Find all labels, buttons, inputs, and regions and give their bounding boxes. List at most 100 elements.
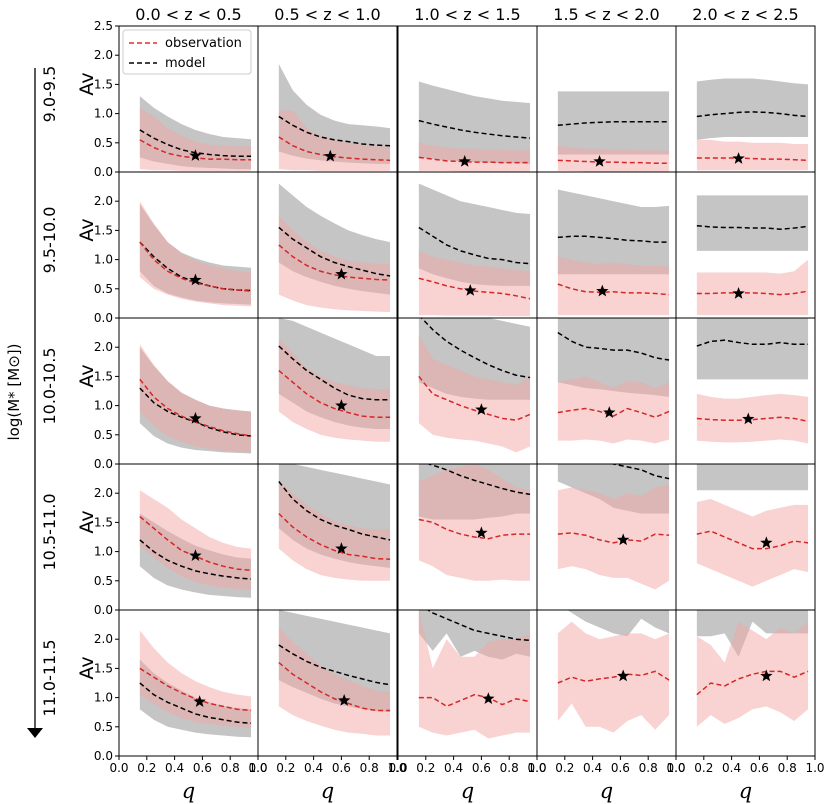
panel-r3-c2 — [397, 463, 538, 611]
median-star-icon — [189, 411, 202, 424]
panel-r4-c1: 0.0 0.2 0.4 0.6 0.8 1.0 q — [248, 609, 407, 803]
x-tick-label: 0.8 — [500, 761, 519, 775]
y-tick-label: 0.5 — [94, 428, 113, 442]
column-title-1: 0.5 < z < 1.0 — [274, 5, 380, 24]
observation-median-line — [278, 369, 391, 419]
observation-band — [139, 630, 252, 728]
model-median-line — [696, 224, 809, 230]
y-tick-label: 1.0 — [94, 253, 113, 267]
model-median-line — [278, 644, 391, 686]
x-tick-label: 0.6 — [193, 761, 212, 775]
mass-axis-label-text: log(M* [M⊙]) — [5, 344, 23, 441]
panel-r4-c0: 0.0 0.5 1.0 1.5 2.0 Av 11.0-11.5 0.0 0.2 0.4 0.6 0.… — [40, 609, 268, 803]
model-median-line — [418, 119, 531, 139]
x-tick-label: 0.4 — [165, 761, 184, 775]
observation-band — [139, 344, 252, 453]
y-tick-label: 1.0 — [94, 691, 113, 705]
observation-median-line — [278, 136, 391, 162]
x-tick-label: 0.0 — [109, 761, 128, 775]
observation-band — [696, 139, 809, 171]
panel-r0-c1 — [257, 25, 398, 173]
observation-band — [278, 627, 391, 736]
panel-r4-c2: 0.0 0.2 0.4 0.6 0.8 1.0 q — [388, 609, 547, 803]
median-star-icon — [475, 526, 488, 539]
median-star-icon — [189, 549, 202, 561]
y-tick-label: 2.0 — [94, 486, 113, 500]
median-star-icon — [335, 542, 348, 554]
panel-r1-c0: 0.0 0.5 1.0 1.5 2.0 Av 9.5-10.0 — [40, 171, 259, 325]
model-band — [557, 91, 670, 155]
observation-median-line — [557, 159, 670, 164]
y-tick-label: 2.0 — [94, 632, 113, 646]
observation-median-line — [418, 693, 531, 708]
y-tick-label: 0.0 — [94, 457, 113, 471]
x-tick-label: 0.2 — [555, 761, 574, 775]
y-axis-label: Av — [76, 364, 98, 387]
y-axis-label: Av — [76, 510, 98, 533]
observation-median-line — [139, 241, 252, 292]
observation-band — [418, 610, 531, 739]
observation-band — [418, 464, 531, 581]
observation-band — [418, 142, 531, 172]
model-band — [557, 610, 670, 637]
model-median-line — [696, 111, 809, 118]
observation-band — [278, 110, 391, 171]
observation-band — [139, 490, 252, 590]
model-median-line — [557, 235, 670, 243]
observation-band — [139, 201, 252, 307]
x-tick-label: 1.0 — [387, 761, 406, 775]
mass-axis-arrow-icon — [27, 728, 43, 738]
column-title-2: 1.0 < z < 1.5 — [414, 5, 520, 24]
x-tick-label: 0.2 — [137, 761, 156, 775]
observation-median-line — [557, 407, 670, 419]
panel-r3-c1 — [257, 463, 398, 611]
observation-median-line — [278, 513, 391, 560]
model-band — [696, 318, 809, 380]
row-label-1: 9.5-10.0 — [40, 207, 59, 274]
panel-r2-c1 — [257, 317, 398, 465]
panel-grid: 0.0 0.5 1.0 1.5 2.0 2.5 Av 9.0-9.5 observation mo… — [40, 19, 825, 803]
x-tick-label: 1.0 — [666, 761, 685, 775]
x-tick-label: 0.4 — [304, 761, 323, 775]
model-median-line — [139, 387, 252, 437]
panel-r1-c1 — [257, 171, 398, 319]
median-star-icon — [475, 403, 488, 415]
panel-r0-c0: 0.0 0.5 1.0 1.5 2.0 2.5 Av 9.0-9.5 observation mo… — [40, 19, 259, 179]
x-tick-label: 0.4 — [722, 761, 741, 775]
panel-r3-c0: 0.0 0.5 1.0 1.5 2.0 Av 10.5-11.0 — [40, 463, 259, 617]
x-axis-label: q — [461, 779, 474, 803]
observation-band — [418, 250, 531, 317]
y-tick-label: 0.0 — [94, 311, 113, 325]
panel-r4-c3: 0.0 0.2 0.4 0.6 0.8 1.0 q — [527, 609, 686, 803]
median-star-icon — [742, 412, 755, 425]
median-star-icon — [189, 273, 202, 286]
x-tick-label: 0.0 — [248, 761, 267, 775]
median-star-icon — [593, 154, 606, 167]
panel-r0-c3 — [536, 25, 677, 173]
y-tick-label: 1.5 — [94, 77, 113, 91]
y-tick-label: 0.5 — [94, 136, 113, 150]
panel-r1-c4 — [675, 171, 816, 319]
observation-median-line — [696, 157, 809, 162]
x-tick-label: 0.6 — [332, 761, 351, 775]
x-tick-label: 0.0 — [388, 761, 407, 775]
y-axis-label: Av — [76, 656, 98, 679]
x-tick-label: 0.8 — [360, 761, 379, 775]
y-tick-label: 2.0 — [94, 48, 113, 62]
x-tick-label: 0.0 — [527, 761, 546, 775]
observation-median-line — [696, 670, 809, 696]
legend: observation model — [122, 29, 252, 75]
median-star-icon — [324, 149, 337, 162]
y-tick-label: 0.0 — [94, 165, 113, 179]
y-tick-label: 1.0 — [94, 545, 113, 559]
median-star-icon — [732, 152, 745, 164]
y-tick-label: 1.5 — [94, 515, 113, 529]
column-title-3: 1.5 < z < 2.0 — [553, 5, 659, 24]
x-tick-label: 1.0 — [527, 761, 546, 775]
observation-median-line — [278, 661, 391, 712]
model-median-line — [278, 115, 391, 147]
model-median-line — [696, 339, 809, 347]
x-tick-label: 0.8 — [221, 761, 240, 775]
y-tick-label: 0.0 — [94, 749, 113, 763]
